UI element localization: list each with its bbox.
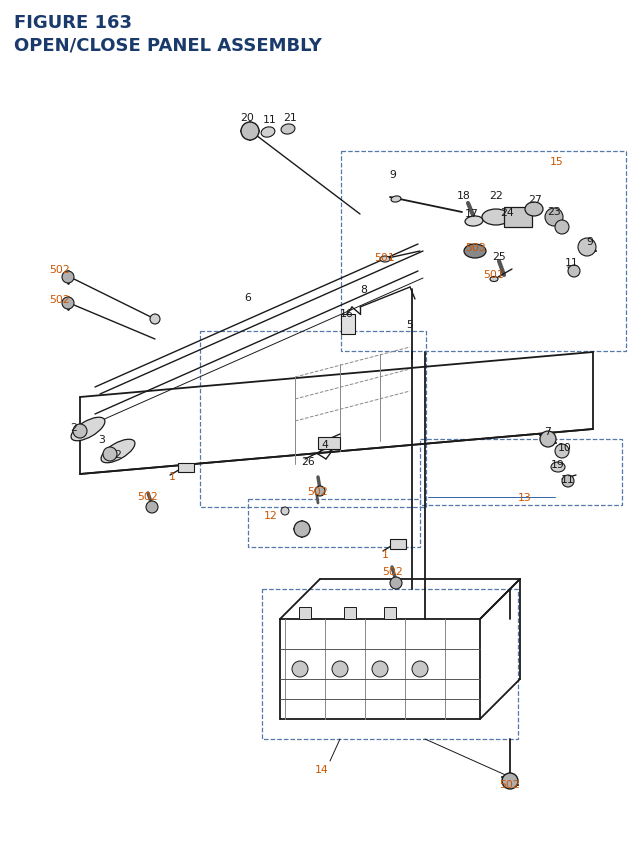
Circle shape bbox=[372, 661, 388, 678]
Circle shape bbox=[412, 661, 428, 678]
Bar bbox=[384, 607, 396, 619]
Circle shape bbox=[241, 123, 259, 141]
Text: 11: 11 bbox=[565, 257, 579, 268]
Ellipse shape bbox=[490, 277, 498, 282]
Text: 5: 5 bbox=[406, 319, 413, 330]
Bar bbox=[318, 437, 340, 449]
Text: 15: 15 bbox=[550, 157, 564, 167]
Text: 2: 2 bbox=[115, 449, 122, 460]
Text: 1: 1 bbox=[168, 472, 175, 481]
Circle shape bbox=[332, 661, 348, 678]
Text: 23: 23 bbox=[547, 207, 561, 217]
Circle shape bbox=[390, 578, 402, 589]
Text: FIGURE 163: FIGURE 163 bbox=[14, 14, 132, 32]
Text: 502: 502 bbox=[308, 486, 328, 497]
Text: 13: 13 bbox=[518, 492, 532, 503]
Circle shape bbox=[281, 507, 289, 516]
Text: 6: 6 bbox=[244, 293, 252, 303]
Text: 502: 502 bbox=[50, 264, 70, 275]
Ellipse shape bbox=[71, 418, 105, 441]
Text: 22: 22 bbox=[489, 191, 503, 201]
Text: 11: 11 bbox=[561, 474, 575, 485]
Text: 4: 4 bbox=[321, 439, 328, 449]
Text: 9: 9 bbox=[587, 237, 593, 247]
Circle shape bbox=[292, 661, 308, 678]
Text: 24: 24 bbox=[500, 208, 514, 218]
Circle shape bbox=[545, 208, 563, 226]
Text: 1: 1 bbox=[381, 549, 388, 560]
Text: 21: 21 bbox=[283, 113, 297, 123]
Text: 503: 503 bbox=[466, 243, 486, 253]
Text: 12: 12 bbox=[264, 511, 278, 520]
Circle shape bbox=[62, 272, 74, 283]
Circle shape bbox=[578, 238, 596, 257]
Ellipse shape bbox=[261, 127, 275, 138]
Bar bbox=[341, 314, 355, 335]
Circle shape bbox=[540, 431, 556, 448]
Text: 25: 25 bbox=[492, 251, 506, 262]
Text: 11: 11 bbox=[263, 115, 277, 125]
Text: 20: 20 bbox=[240, 113, 254, 123]
Text: 19: 19 bbox=[551, 460, 565, 469]
Text: 18: 18 bbox=[457, 191, 471, 201]
Circle shape bbox=[146, 501, 158, 513]
Ellipse shape bbox=[281, 125, 295, 135]
Circle shape bbox=[73, 424, 87, 438]
Circle shape bbox=[103, 448, 117, 461]
Ellipse shape bbox=[101, 440, 135, 463]
Text: 502: 502 bbox=[138, 492, 158, 501]
Text: 9: 9 bbox=[390, 170, 396, 180]
Text: 14: 14 bbox=[315, 764, 329, 774]
Circle shape bbox=[62, 298, 74, 310]
Circle shape bbox=[555, 220, 569, 235]
Text: 27: 27 bbox=[528, 195, 542, 205]
Circle shape bbox=[315, 486, 325, 497]
Bar bbox=[390, 539, 406, 549]
Text: OPEN/CLOSE PANEL ASSEMBLY: OPEN/CLOSE PANEL ASSEMBLY bbox=[14, 36, 322, 54]
Text: 502: 502 bbox=[383, 567, 403, 576]
Ellipse shape bbox=[482, 210, 510, 226]
Circle shape bbox=[150, 314, 160, 325]
Text: 16: 16 bbox=[340, 308, 354, 319]
Ellipse shape bbox=[380, 257, 390, 263]
Ellipse shape bbox=[465, 217, 483, 226]
Bar bbox=[178, 463, 194, 473]
Ellipse shape bbox=[391, 196, 401, 203]
Bar bbox=[504, 208, 532, 228]
Circle shape bbox=[568, 266, 580, 278]
Bar bbox=[344, 607, 356, 619]
Circle shape bbox=[562, 475, 574, 487]
Text: 8: 8 bbox=[360, 285, 367, 294]
Text: 7: 7 bbox=[545, 426, 552, 437]
Circle shape bbox=[502, 773, 518, 789]
Text: 502: 502 bbox=[500, 779, 520, 789]
Ellipse shape bbox=[551, 462, 565, 473]
Text: 2: 2 bbox=[70, 423, 77, 432]
Text: 26: 26 bbox=[301, 456, 315, 467]
Text: 501: 501 bbox=[374, 253, 396, 263]
Text: 10: 10 bbox=[558, 443, 572, 453]
Text: 17: 17 bbox=[465, 208, 479, 219]
Text: 502: 502 bbox=[50, 294, 70, 305]
Bar bbox=[299, 607, 311, 619]
Text: 501: 501 bbox=[484, 269, 504, 280]
Circle shape bbox=[555, 444, 569, 458]
Text: 3: 3 bbox=[99, 435, 106, 444]
Circle shape bbox=[294, 522, 310, 537]
Ellipse shape bbox=[525, 202, 543, 217]
Ellipse shape bbox=[464, 245, 486, 258]
